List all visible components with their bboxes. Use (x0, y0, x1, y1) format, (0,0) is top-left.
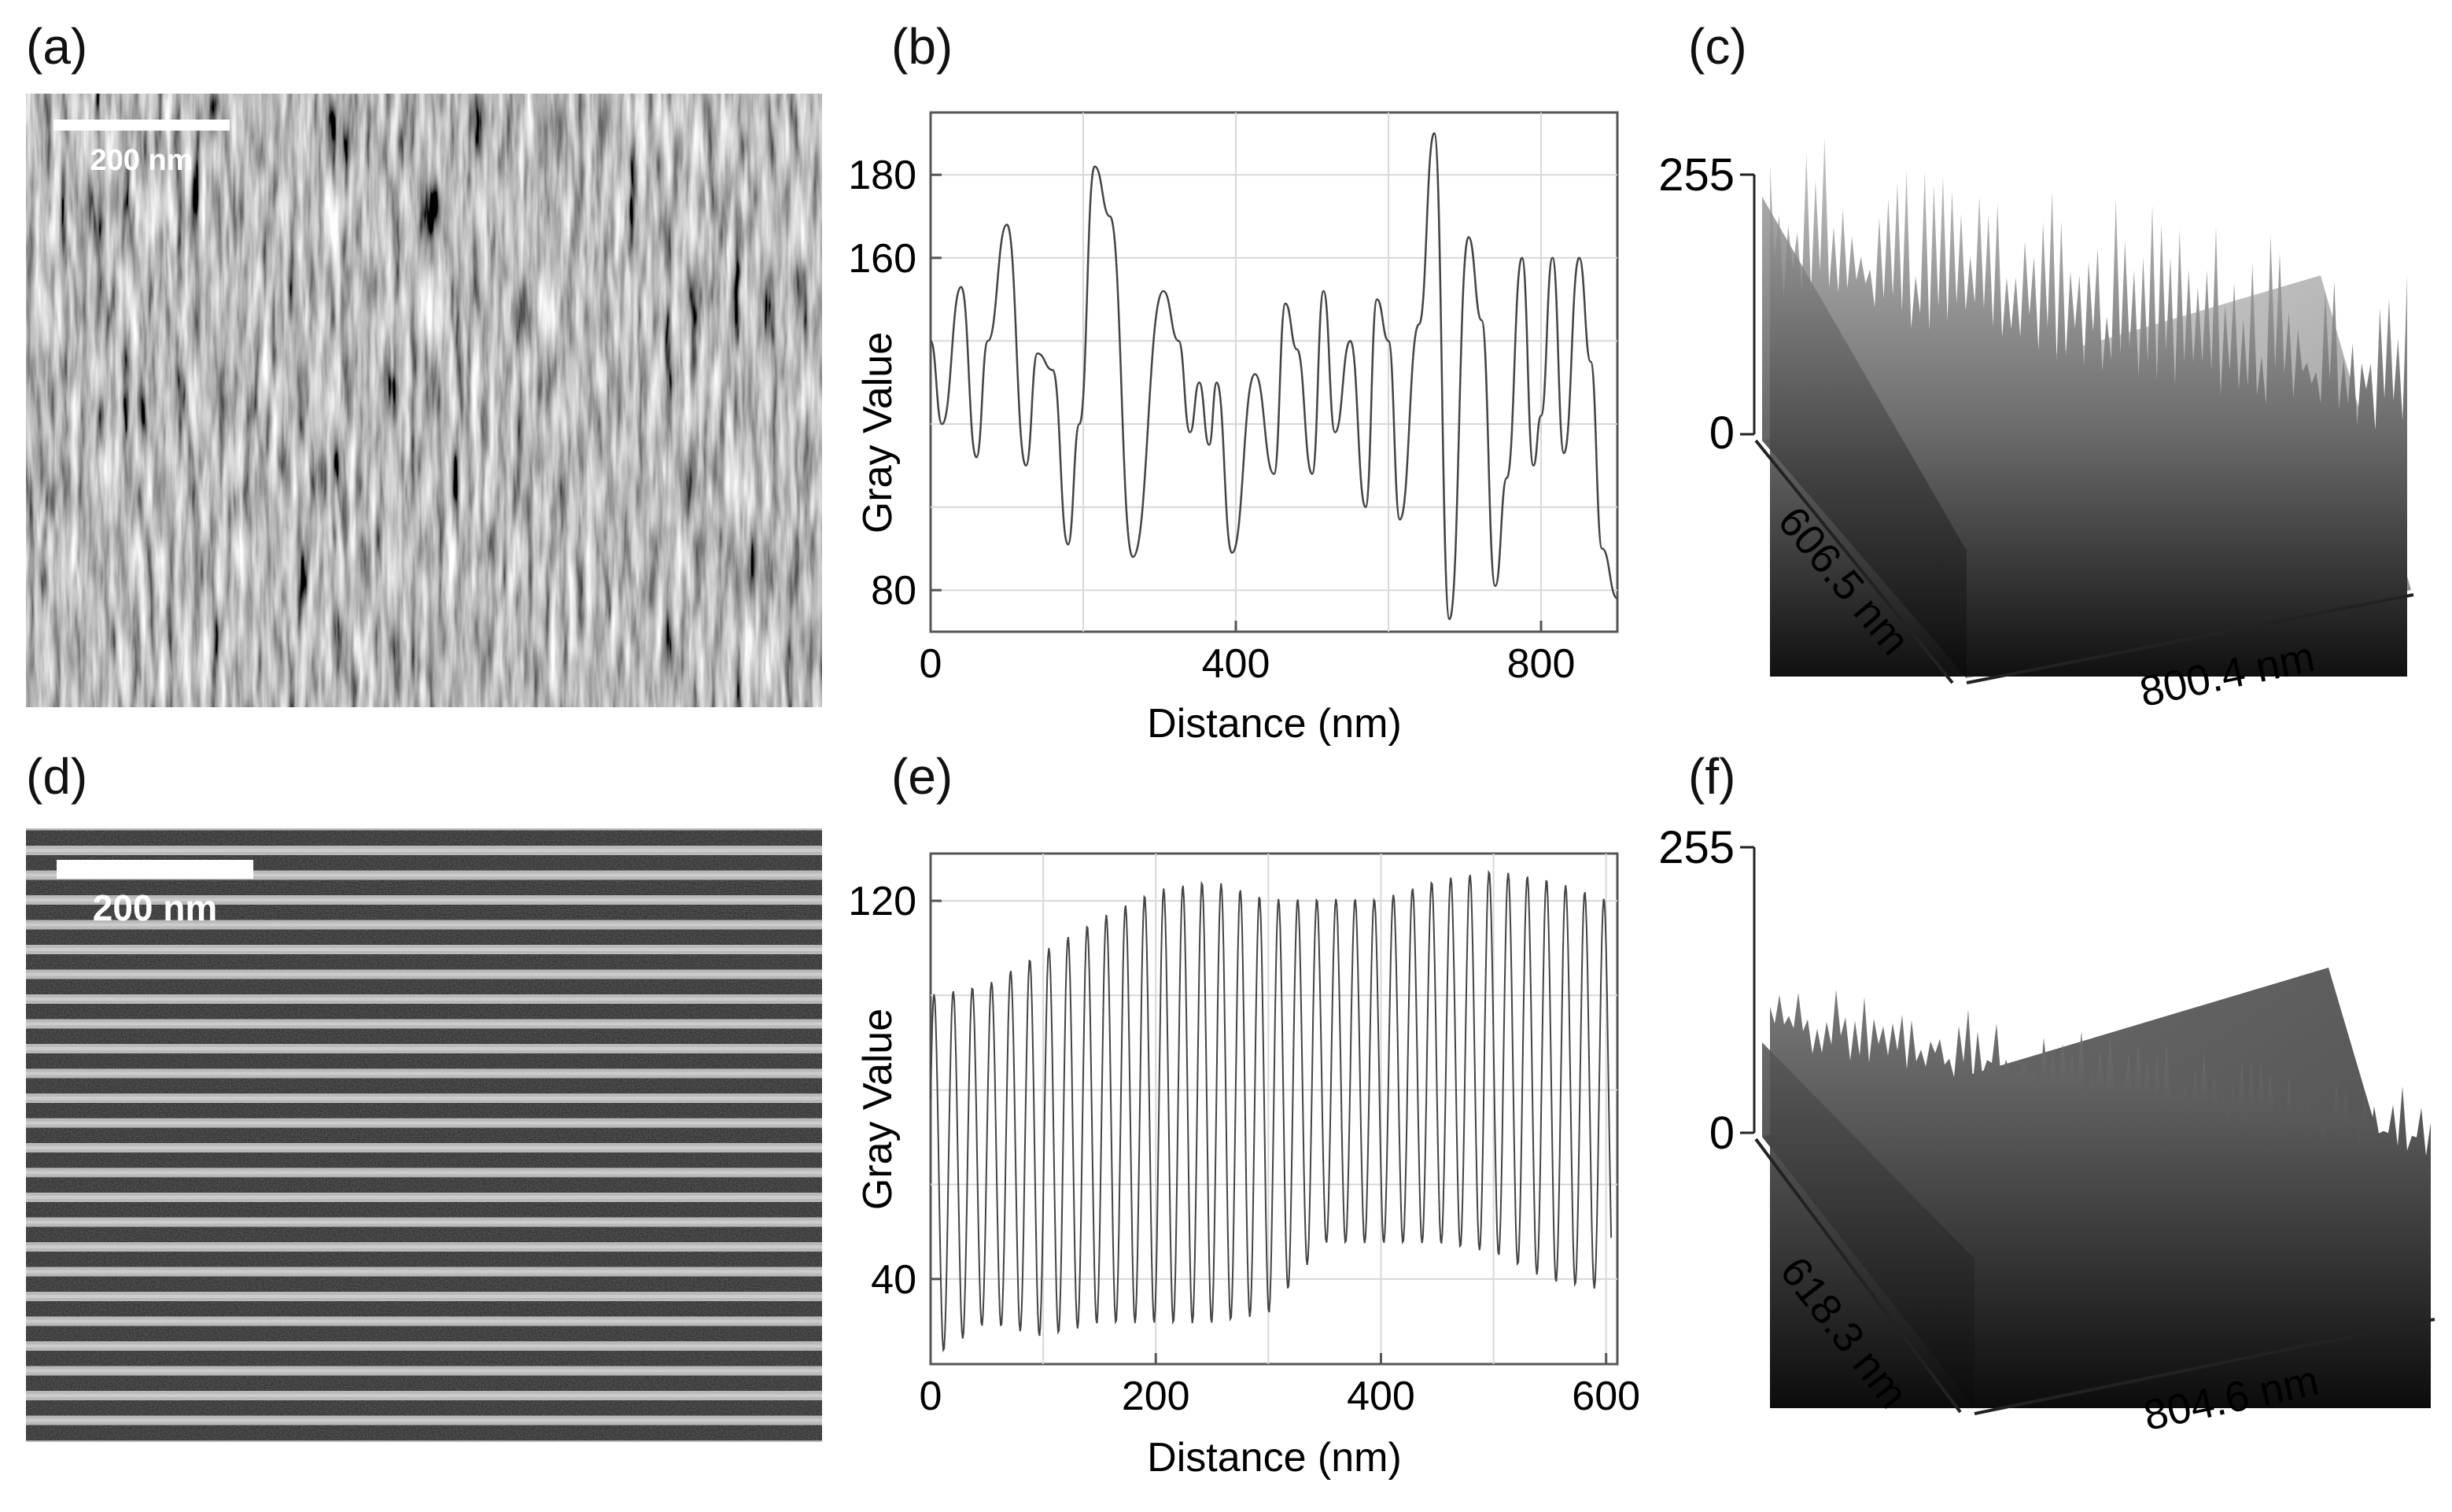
chart-e-xtick-label: 200 (1122, 1374, 1190, 1419)
chart-b-xtick-label: 800 (1507, 641, 1576, 687)
panel-f-left-face (1762, 1042, 1975, 1408)
panel-d-scale-bar (57, 860, 253, 879)
chart-e-ytick-label: 40 (871, 1257, 916, 1303)
chart-e-xtick-label: 600 (1572, 1374, 1640, 1419)
panel-c-left-face (1762, 197, 1967, 678)
chart-e-ticks: 0 200 400 600 40 120 (848, 879, 1640, 1419)
panel-label-b: (b) (891, 18, 953, 75)
panel-c-z-top-label: 255 (1658, 149, 1735, 201)
panel-d-image: 200 nm (26, 828, 822, 1442)
chart-b-ticks: 0 400 800 80 160 180 (848, 153, 1575, 687)
panel-a-scale-bar (53, 120, 230, 131)
chart-e: 0 200 400 600 40 120 Distance (nm) Gray Value (848, 852, 1640, 1481)
chart-b-series-line (929, 132, 1618, 621)
panel-c-z-zero-label: 0 (1709, 408, 1735, 459)
chart-b-xlabel: Distance (nm) (1147, 701, 1402, 747)
panel-d-scale-label: 200 nm (93, 887, 218, 928)
panel-label-f: (f) (1688, 748, 1736, 805)
panel-f-surface: 255 0 618.3 nm 804.6 nm (1658, 822, 2435, 1440)
chart-b-ytick-label: 180 (848, 153, 916, 198)
chart-e-ylabel: Gray Value (855, 1009, 901, 1210)
panel-f-z-zero-label: 0 (1709, 1108, 1735, 1159)
chart-e-series-line (930, 869, 1613, 1353)
chart-b-xtick-label: 0 (920, 641, 942, 687)
panel-c-surface: 255 0 606.5 nm 800.4 nm (1658, 137, 2414, 716)
chart-b-xtick-label: 400 (1202, 641, 1270, 687)
panel-a-image: 200 nm (26, 94, 822, 707)
chart-b-grid (931, 112, 1617, 632)
panel-label-c: (c) (1688, 18, 1747, 75)
panel-c-depth-axis (1754, 439, 1954, 684)
chart-e-ytick-label: 120 (848, 879, 916, 924)
chart-b-ytick-label: 160 (848, 236, 916, 282)
panel-c-width-axis (1966, 593, 2414, 684)
panel-f-depth-axis (1754, 1138, 1962, 1414)
chart-e-xtick-label: 0 (920, 1374, 942, 1419)
chart-b-ytick-label: 80 (871, 568, 916, 614)
panel-f-z-top-label: 255 (1658, 822, 1735, 873)
chart-b-plot-area (929, 111, 1619, 633)
chart-e-xtick-label: 400 (1347, 1374, 1415, 1419)
panel-a-scale-label: 200 nm (90, 144, 194, 177)
panel-label-d: (d) (26, 748, 88, 805)
chart-b-ylabel: Gray Value (855, 332, 901, 533)
chart-b: 0 400 800 80 160 180 Distance (nm) Gray Value (848, 111, 1619, 747)
panel-a-texture (26, 94, 822, 707)
panel-label-a: (a) (26, 18, 88, 75)
panel-f-width-axis (1974, 1318, 2435, 1415)
panel-label-e: (e) (891, 748, 953, 805)
panel-d-grain (26, 828, 822, 1442)
chart-e-xlabel: Distance (nm) (1147, 1435, 1402, 1481)
